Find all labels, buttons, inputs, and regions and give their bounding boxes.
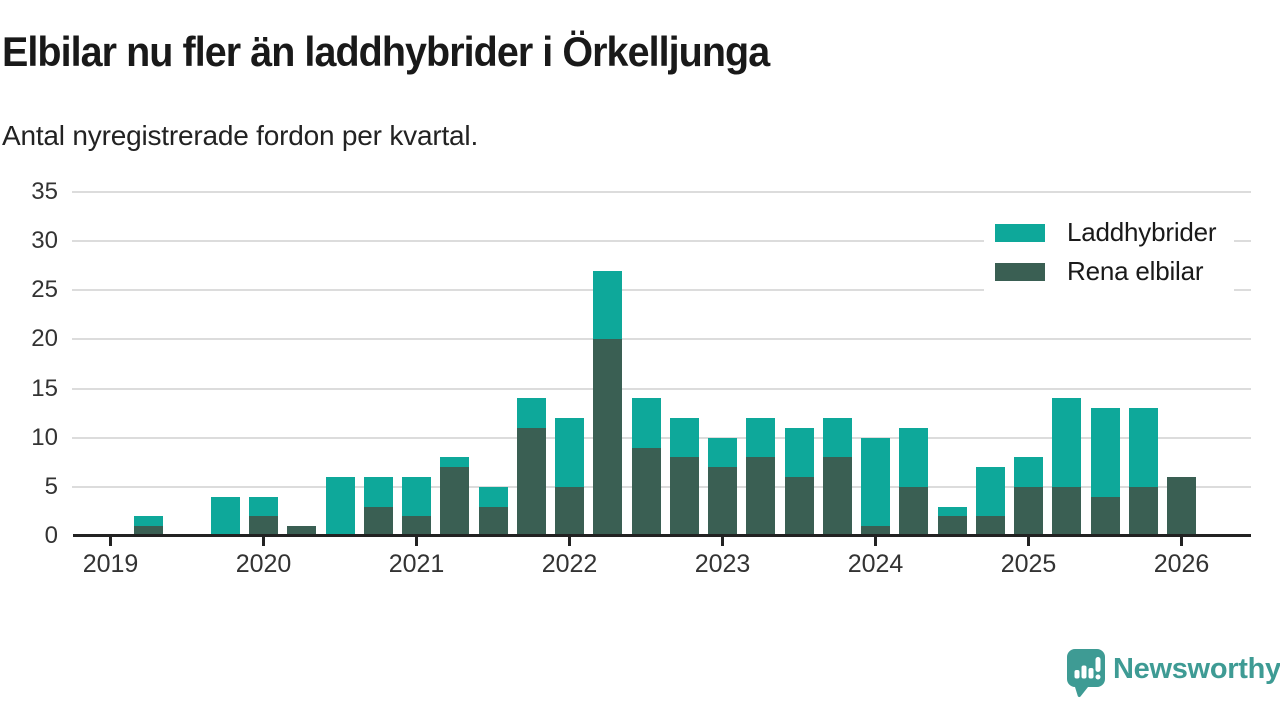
bar-2020Q4-laddhybrider xyxy=(363,477,393,507)
y-axis-tick-label: 10 xyxy=(31,423,58,451)
bar-2022Q2-rena-elbilar xyxy=(593,339,623,536)
page-subtitle: Antal nyregistrerade fordon per kvartal. xyxy=(2,120,479,151)
bar-2022Q3-rena-elbilar xyxy=(631,447,661,536)
bar-2020Q1-rena-elbilar xyxy=(249,516,278,536)
bar-2023Q3-rena-elbilar xyxy=(784,477,814,536)
bar-2025Q4-rena-elbilar xyxy=(1128,486,1158,536)
x-axis-tick xyxy=(1027,537,1030,546)
bar-2023Q4-rena-elbilar xyxy=(822,457,852,536)
x-axis-tick xyxy=(874,537,877,546)
bar-2024Q2-laddhybrider xyxy=(899,427,929,487)
bar-2022Q4-laddhybrider xyxy=(669,418,699,458)
y-axis-tick-label: 25 xyxy=(31,276,58,304)
bar-2024Q1-rena-elbilar xyxy=(861,526,890,536)
bar-2022Q1-rena-elbilar xyxy=(555,486,584,536)
gridline-20 xyxy=(72,338,1251,341)
laddhybrider-swatch-icon xyxy=(995,223,1045,242)
legend-label: Rena elbilar xyxy=(1067,256,1204,286)
x-axis-tick-label: 2022 xyxy=(541,550,598,578)
bar-2024Q2-rena-elbilar xyxy=(899,486,929,536)
x-axis-tick-label: 2023 xyxy=(694,550,751,578)
y-axis-tick-label: 5 xyxy=(44,472,58,500)
gridline-25 xyxy=(72,289,1251,292)
bar-2025Q2-laddhybrider xyxy=(1052,398,1082,487)
bar-2025Q3-rena-elbilar xyxy=(1090,496,1120,536)
legend-item-rena-elbilar: Rena elbilar xyxy=(995,256,1204,287)
bar-2024Q4-laddhybrider xyxy=(975,467,1005,517)
bar-2021Q2-rena-elbilar xyxy=(440,467,470,536)
bar-2022Q4-rena-elbilar xyxy=(669,457,699,536)
bar-2023Q3-laddhybrider xyxy=(784,427,814,478)
bar-2023Q1-laddhybrider xyxy=(708,437,737,468)
bar-2021Q1-laddhybrider xyxy=(402,477,431,517)
bar-2021Q3-laddhybrider xyxy=(478,486,508,507)
bar-2020Q4-rena-elbilar xyxy=(363,506,393,536)
x-axis-tick xyxy=(1180,537,1183,546)
bar-2023Q1-rena-elbilar xyxy=(708,467,737,536)
bar-2024Q1-laddhybrider xyxy=(861,437,890,527)
bar-2021Q3-rena-elbilar xyxy=(478,506,508,536)
x-axis-line xyxy=(73,534,1251,537)
legend-label: Laddhybrider xyxy=(1067,217,1217,247)
bar-2021Q2-laddhybrider xyxy=(440,457,470,468)
x-axis-tick-label: 2020 xyxy=(235,550,292,578)
gridline-35 xyxy=(72,190,1251,193)
bar-2019Q2-laddhybrider xyxy=(134,516,164,527)
y-axis-tick-label: 15 xyxy=(31,374,58,402)
bar-2020Q2-rena-elbilar xyxy=(287,526,317,536)
x-axis-tick-label: 2019 xyxy=(82,550,139,578)
x-axis-tick xyxy=(568,537,571,546)
bar-2024Q4-rena-elbilar xyxy=(975,516,1005,536)
bar-2024Q3-laddhybrider xyxy=(937,506,967,517)
bar-2022Q1-laddhybrider xyxy=(555,418,584,487)
y-axis-tick-label: 20 xyxy=(31,325,58,353)
y-axis-tick-label: 0 xyxy=(44,522,58,549)
bar-2019Q4-laddhybrider xyxy=(210,496,240,536)
rena-elbilar-swatch-icon xyxy=(995,262,1045,281)
x-axis-tick-label: 2026 xyxy=(1153,550,1210,578)
bar-2022Q2-laddhybrider xyxy=(593,270,623,340)
bar-2020Q3-laddhybrider xyxy=(325,477,355,536)
newsworthy-logo[interactable]: Newsworthy xyxy=(1066,648,1280,698)
bar-2023Q2-rena-elbilar xyxy=(746,457,776,536)
chart-legend: Laddhybrider Rena elbilar xyxy=(984,205,1234,293)
bar-2022Q3-laddhybrider xyxy=(631,398,661,448)
bar-2025Q2-rena-elbilar xyxy=(1052,486,1082,536)
y-axis-tick-label: 30 xyxy=(31,227,58,255)
x-axis-tick-label: 2021 xyxy=(388,550,445,578)
x-axis-tick xyxy=(721,537,724,546)
bar-2025Q3-laddhybrider xyxy=(1090,408,1120,497)
bar-2021Q4-rena-elbilar xyxy=(516,427,546,536)
bar-2023Q2-laddhybrider xyxy=(746,418,776,458)
x-axis-tick-label: 2024 xyxy=(847,550,904,578)
bar-2021Q4-laddhybrider xyxy=(516,398,546,428)
gridline-5 xyxy=(72,485,1251,488)
gridline-30 xyxy=(72,240,1251,243)
x-axis-tick-label: 2025 xyxy=(1000,550,1057,578)
x-axis-tick xyxy=(262,537,265,546)
bar-2021Q1-rena-elbilar xyxy=(402,516,431,536)
page-title: Elbilar nu fler än laddhybrider i Örkell… xyxy=(2,28,770,75)
bar-2019Q2-rena-elbilar xyxy=(134,526,164,536)
y-axis-tick-label: 35 xyxy=(31,177,58,205)
legend-item-laddhybrider: Laddhybrider xyxy=(995,217,1217,248)
bar-2025Q1-rena-elbilar xyxy=(1014,486,1043,536)
gridline-15 xyxy=(72,387,1251,390)
gridline-10 xyxy=(72,436,1251,439)
bar-2024Q3-rena-elbilar xyxy=(937,516,967,536)
bar-2023Q4-laddhybrider xyxy=(822,418,852,458)
newsworthy-bubble-chart-icon xyxy=(1067,649,1105,698)
x-axis-tick xyxy=(415,537,418,546)
x-axis-tick xyxy=(109,537,112,546)
bar-2025Q4-laddhybrider xyxy=(1128,408,1158,487)
bar-2020Q1-laddhybrider xyxy=(249,496,278,517)
bar-2026Q1-rena-elbilar xyxy=(1167,477,1196,536)
bar-2025Q1-laddhybrider xyxy=(1014,457,1043,487)
newsworthy-wordmark: Newsworthy xyxy=(1113,653,1280,685)
